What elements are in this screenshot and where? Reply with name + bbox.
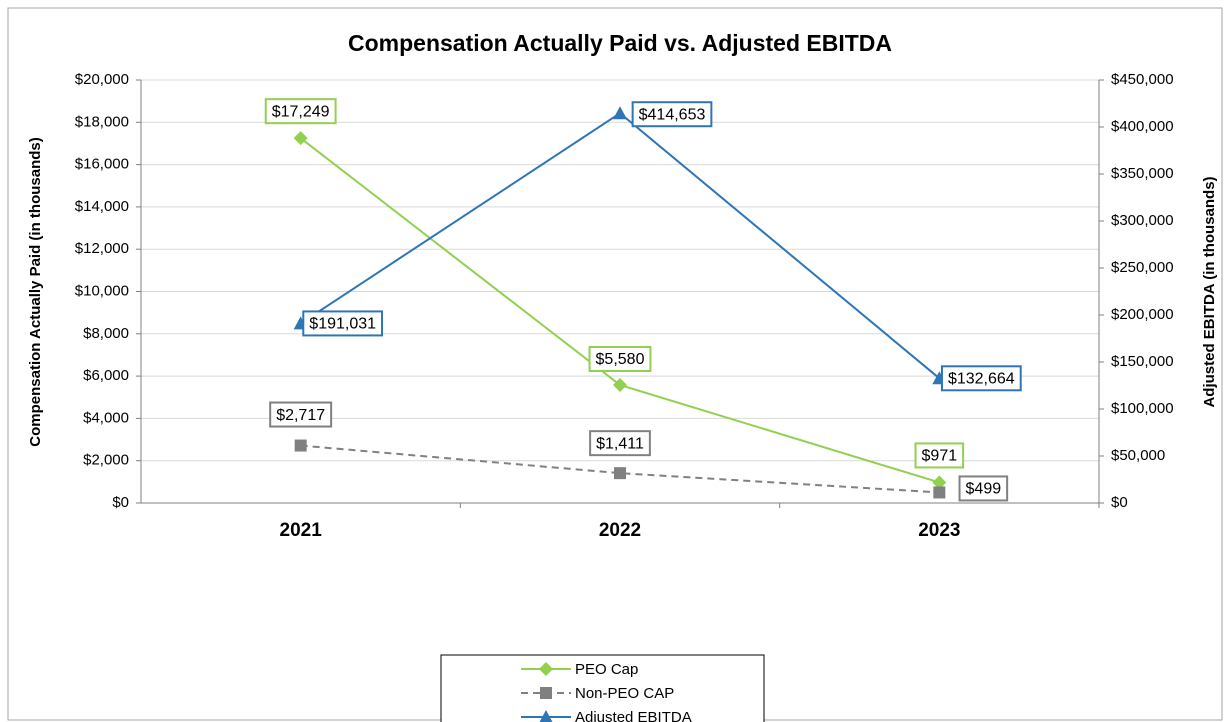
x-tick-label: 2021 — [280, 520, 323, 541]
data-label-box — [588, 345, 652, 372]
data-label: $191,031 — [309, 316, 376, 333]
marker — [613, 106, 627, 120]
marker — [614, 467, 626, 480]
data-label: $414,653 — [639, 106, 706, 123]
data-label: $499 — [966, 481, 1002, 498]
y2-tick-label: $200,000 — [1111, 306, 1174, 323]
y-tick-label: $20,000 — [75, 71, 129, 88]
marker — [932, 475, 947, 490]
x-tick-label: 2022 — [599, 520, 641, 541]
data-label: $1,411 — [596, 435, 644, 452]
legend-label: Adjusted EBITDA — [575, 709, 692, 722]
y2-tick-label: $150,000 — [1111, 353, 1174, 370]
data-label-box — [589, 430, 651, 457]
y2-axis-title: Adjusted EBITDA (in thousands) — [1201, 176, 1218, 407]
y2-tick-label: $100,000 — [1111, 400, 1174, 417]
y-tick-label: $18,000 — [75, 113, 129, 130]
marker — [613, 377, 627, 392]
legend-label: Non-PEO CAP — [575, 685, 674, 702]
y2-tick-label: $300,000 — [1111, 212, 1174, 229]
data-label-box — [631, 101, 713, 128]
legend-marker — [539, 662, 553, 676]
data-label-box — [269, 401, 333, 428]
data-label-group: $191,031 — [302, 310, 384, 337]
series-line — [300, 444, 940, 494]
y-tick-label: $6,000 — [83, 367, 129, 384]
data-label-box — [302, 310, 384, 337]
data-label-group: $971 — [914, 442, 965, 469]
data-label-group: $5,580 — [588, 345, 652, 372]
y-tick-label: $8,000 — [83, 325, 129, 342]
legend-marker — [540, 687, 552, 699]
y2-tick-label: $350,000 — [1111, 165, 1174, 182]
marker — [294, 439, 307, 452]
data-label-group: $414,653 — [631, 101, 713, 128]
x-tick-label: 2023 — [918, 520, 960, 541]
y-tick-label: $4,000 — [83, 409, 129, 426]
legend-label: PEO Cap — [575, 661, 638, 678]
data-label: $5,580 — [596, 351, 645, 368]
legend-box — [440, 654, 765, 722]
y2-tick-label: $450,000 — [1111, 71, 1174, 88]
marker — [293, 131, 308, 146]
data-label: $971 — [922, 448, 958, 465]
data-label-box — [958, 475, 1009, 502]
data-label-group: $17,249 — [264, 98, 337, 125]
data-label-group: $1,411 — [589, 430, 651, 457]
y-tick-label: $0 — [112, 494, 129, 511]
y2-tick-label: $400,000 — [1111, 118, 1174, 135]
data-label-group: $499 — [958, 475, 1009, 502]
y-tick-label: $12,000 — [75, 240, 129, 257]
data-label: $17,249 — [272, 103, 330, 120]
data-label-box — [914, 442, 965, 469]
data-label: $132,664 — [948, 371, 1015, 388]
y2-tick-label: $250,000 — [1111, 259, 1174, 276]
y-tick-label: $10,000 — [75, 282, 129, 299]
data-label-box — [940, 365, 1022, 392]
marker — [933, 486, 946, 499]
chart-title: Compensation Actually Paid vs. Adjusted … — [348, 30, 892, 56]
y-tick-label: $16,000 — [75, 156, 129, 173]
y2-tick-label: $50,000 — [1111, 447, 1165, 464]
y-axis-title: Compensation Actually Paid (in thousands… — [27, 137, 44, 446]
data-label-group: $2,717 — [269, 401, 333, 428]
legend-marker — [539, 710, 553, 722]
data-label-box — [264, 98, 337, 125]
y-tick-label: $14,000 — [75, 198, 129, 215]
data-label-group: $132,664 — [940, 365, 1022, 392]
y2-tick-label: $0 — [1111, 494, 1128, 511]
y-tick-label: $2,000 — [83, 452, 129, 469]
data-label: $2,717 — [276, 407, 325, 424]
